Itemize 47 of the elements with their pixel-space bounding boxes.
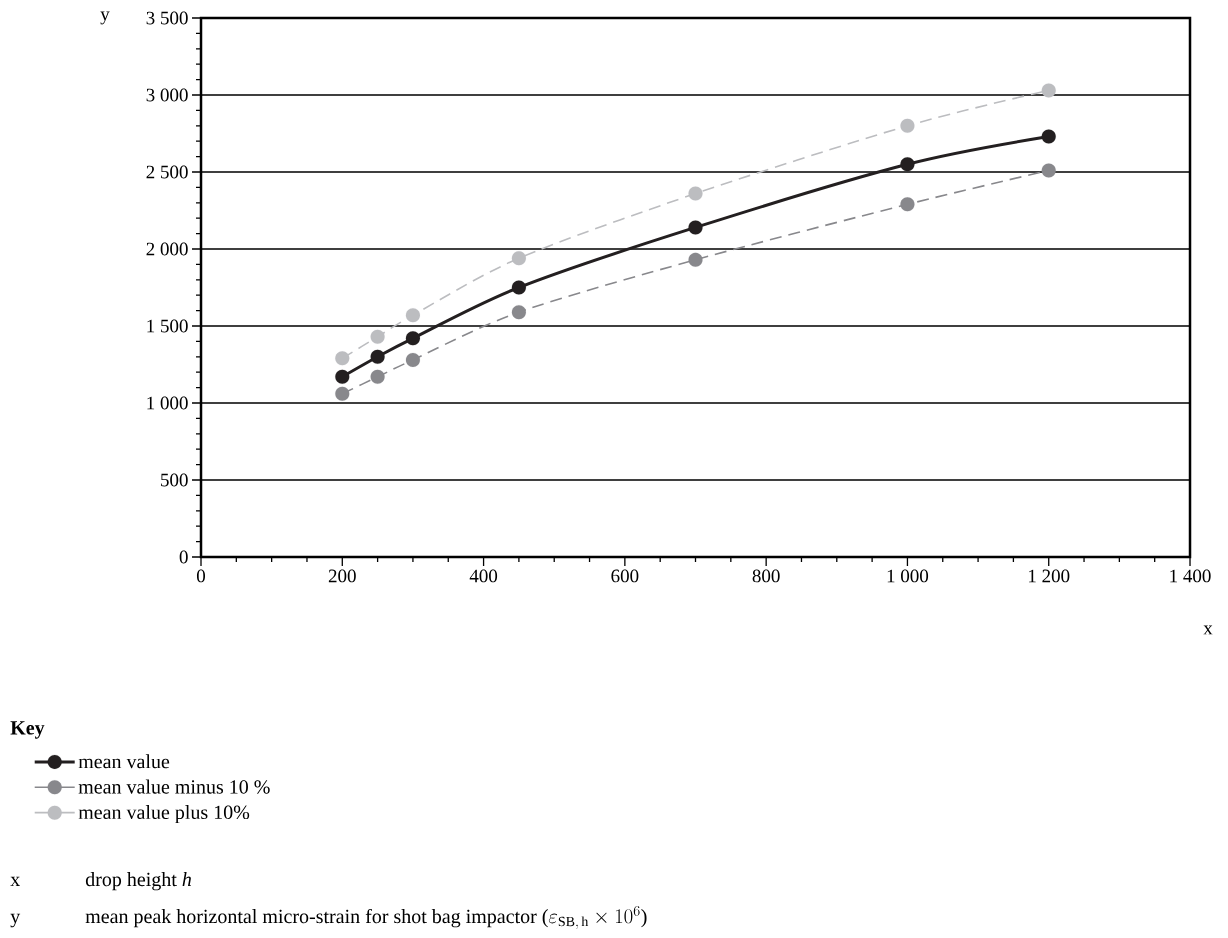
point <box>1041 163 1056 178</box>
point <box>335 369 350 384</box>
x-axis-title: x <box>1203 625 1213 635</box>
text: drop height h <box>85 872 192 891</box>
point <box>688 186 703 201</box>
y-tick-label: 1 500 <box>147 319 188 333</box>
point <box>1041 129 1056 144</box>
x-tick-label: 600 <box>611 569 639 583</box>
point <box>405 352 420 367</box>
text: x <box>10 876 20 886</box>
y-tick-label: 3 500 <box>146 11 188 25</box>
point <box>511 280 526 295</box>
x-tick-label: 200 <box>328 569 356 583</box>
legend-label: mean value minus 10 % <box>78 779 270 794</box>
y-tick-label: 3 000 <box>146 88 188 102</box>
x-tick-label: 0 <box>196 569 206 583</box>
text: y <box>10 913 21 928</box>
x-tick-label: 1 400 <box>1170 569 1211 583</box>
x-tick-label: 400 <box>469 569 498 583</box>
point <box>688 252 703 267</box>
point <box>370 329 385 344</box>
point <box>335 351 350 366</box>
point <box>511 305 526 320</box>
point <box>405 331 420 346</box>
text: $\mbox{mean peak horizontal micro-strain for shot bag impactor (}\varepsilon_{\mathrm{SB,\,h}}\times 10^{6}\mbox{)}$ <box>85 905 647 929</box>
point <box>370 349 385 364</box>
point <box>1041 83 1056 98</box>
point <box>511 251 526 266</box>
point <box>405 308 420 323</box>
y-tick-label: 2 000 <box>146 242 188 256</box>
legend-label: mean value plus 10% <box>78 804 250 824</box>
point <box>688 220 703 235</box>
legend-title: Key <box>10 721 45 739</box>
y-axis-title: y <box>100 11 110 25</box>
x-tick-label: 1 200 <box>1029 569 1070 583</box>
point <box>900 118 915 133</box>
point <box>370 369 385 384</box>
y-tick-label: 2 500 <box>146 165 188 179</box>
y-tick-label: 1 000 <box>147 396 188 410</box>
point <box>900 157 915 172</box>
x-tick-label: 800 <box>752 569 780 583</box>
point <box>335 386 350 401</box>
point <box>900 197 915 212</box>
legend-label: mean value <box>78 754 170 769</box>
y-tick-label: 0 <box>179 550 188 564</box>
x-tick-label: 1 000 <box>887 569 929 583</box>
y-tick-label: 500 <box>161 473 188 487</box>
